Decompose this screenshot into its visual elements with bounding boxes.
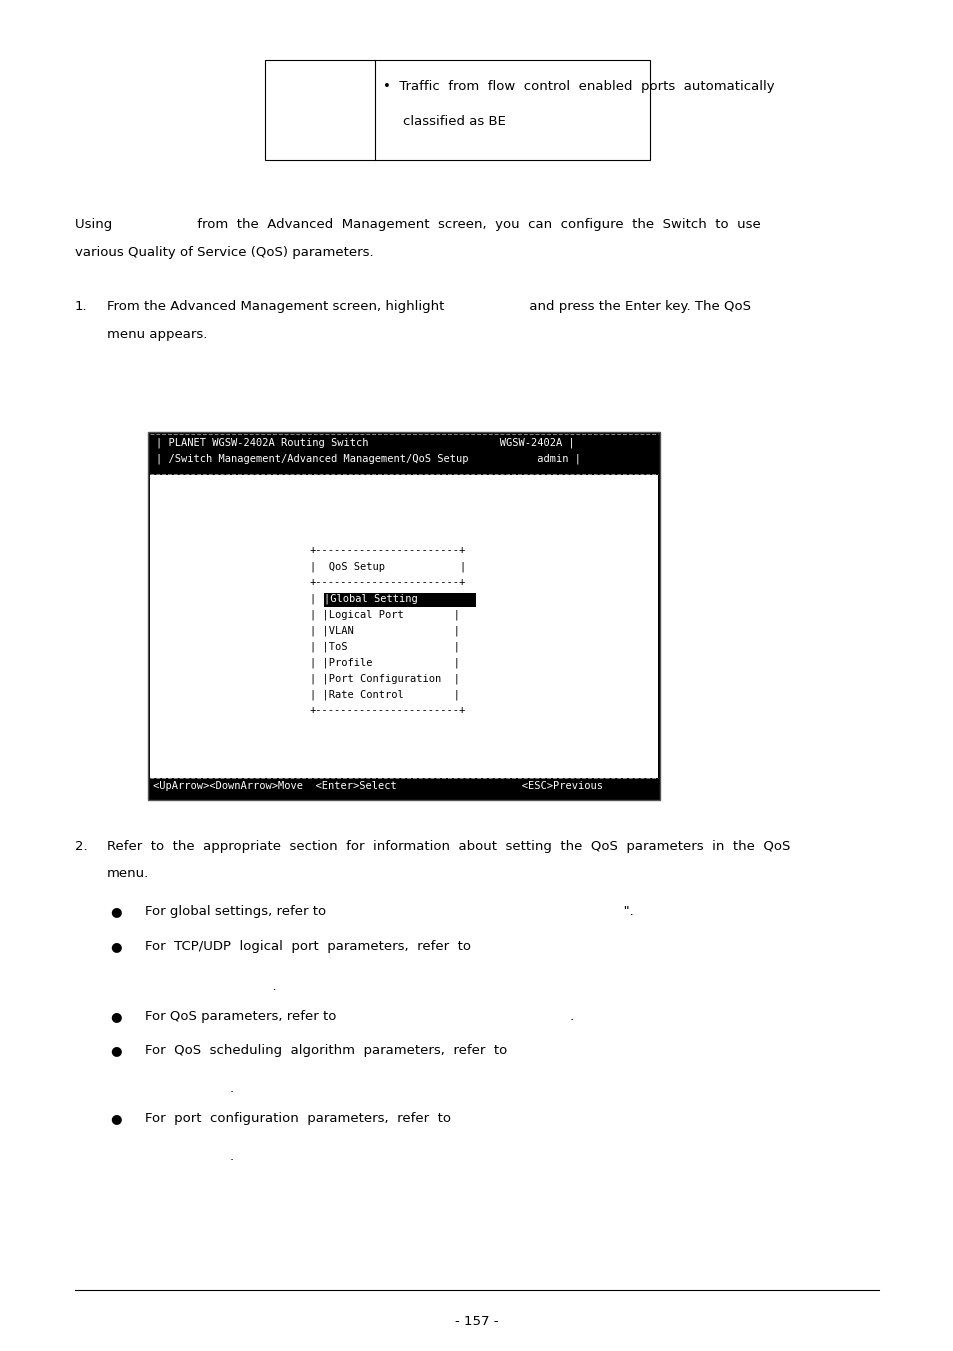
Text: | PLANET WGSW-2402A Routing Switch                     WGSW-2402A |: | PLANET WGSW-2402A Routing Switch WGSW-…	[156, 436, 574, 447]
Text: | |Profile             |: | |Profile |	[310, 657, 459, 667]
Text: +-----------------------+: +-----------------------+	[310, 544, 466, 555]
Text: |  QoS Setup            |: | QoS Setup |	[310, 561, 466, 571]
Text: For global settings, refer to                                                   : For global settings, refer to	[145, 905, 633, 917]
Text: Using                    from  the  Advanced  Management  screen,  you  can  con: Using from the Advanced Management scree…	[75, 218, 760, 231]
Text: For  TCP/UDP  logical  port  parameters,  refer  to: For TCP/UDP logical port parameters, ref…	[145, 940, 471, 952]
Text: 1.: 1.	[75, 300, 88, 313]
Bar	[324, 593, 476, 607]
Text: various Quality of Service (QoS) parameters.: various Quality of Service (QoS) paramet…	[75, 246, 374, 259]
Text: .: .	[145, 1150, 233, 1163]
Text: For QoS parameters, refer to                                                    : For QoS parameters, refer to	[145, 1011, 574, 1023]
Text: •  Traffic  from  flow  control  enabled  ports  automatically: • Traffic from flow control enabled port…	[382, 80, 774, 93]
Text: |: |	[462, 593, 475, 604]
Text: | |ToS                 |: | |ToS |	[310, 640, 459, 651]
Text: For  port  configuration  parameters,  refer  to: For port configuration parameters, refer…	[145, 1112, 451, 1125]
Bar	[148, 432, 659, 800]
Text: | |Rate Control        |: | |Rate Control |	[310, 689, 459, 700]
Text: 2.: 2.	[75, 840, 88, 852]
Bar	[265, 59, 649, 159]
Text: <UpArrow><DownArrow>Move  <Enter>Select                    <ESC>Previous: <UpArrow><DownArrow>Move <Enter>Select <…	[152, 781, 602, 790]
Text: ●: ●	[110, 905, 121, 917]
Text: menu.: menu.	[107, 867, 149, 880]
Text: | |VLAN                |: | |VLAN |	[310, 626, 459, 635]
Text: From the Advanced Management screen, highlight                    and press the : From the Advanced Management screen, hig…	[107, 300, 750, 313]
Bar	[150, 476, 658, 778]
Text: | /Switch Management/Advanced Management/QoS Setup           admin |: | /Switch Management/Advanced Management…	[156, 454, 580, 465]
Text: +-----------------------+: +-----------------------+	[310, 577, 466, 586]
Text: |Global Setting: |Global Setting	[324, 593, 449, 604]
Text: | |Logical Port        |: | |Logical Port |	[310, 609, 459, 620]
Text: classified as BE: classified as BE	[402, 115, 505, 128]
Text: ●: ●	[110, 1044, 121, 1056]
Text: - 157 -: - 157 -	[455, 1315, 498, 1328]
Text: menu appears.: menu appears.	[107, 328, 207, 340]
Text: For  QoS  scheduling  algorithm  parameters,  refer  to: For QoS scheduling algorithm parameters,…	[145, 1044, 507, 1056]
Text: .: .	[145, 1082, 233, 1096]
Text: ●: ●	[110, 1112, 121, 1125]
Text: +-----------------------+: +-----------------------+	[310, 705, 466, 715]
Text: ●: ●	[110, 1011, 121, 1023]
Text: ●: ●	[110, 940, 121, 952]
Text: | |Port Configuration  |: | |Port Configuration |	[310, 673, 459, 684]
Text: |: |	[310, 593, 322, 604]
Text: .: .	[145, 979, 276, 993]
Text: Refer  to  the  appropriate  section  for  information  about  setting  the  QoS: Refer to the appropriate section for inf…	[107, 840, 789, 852]
